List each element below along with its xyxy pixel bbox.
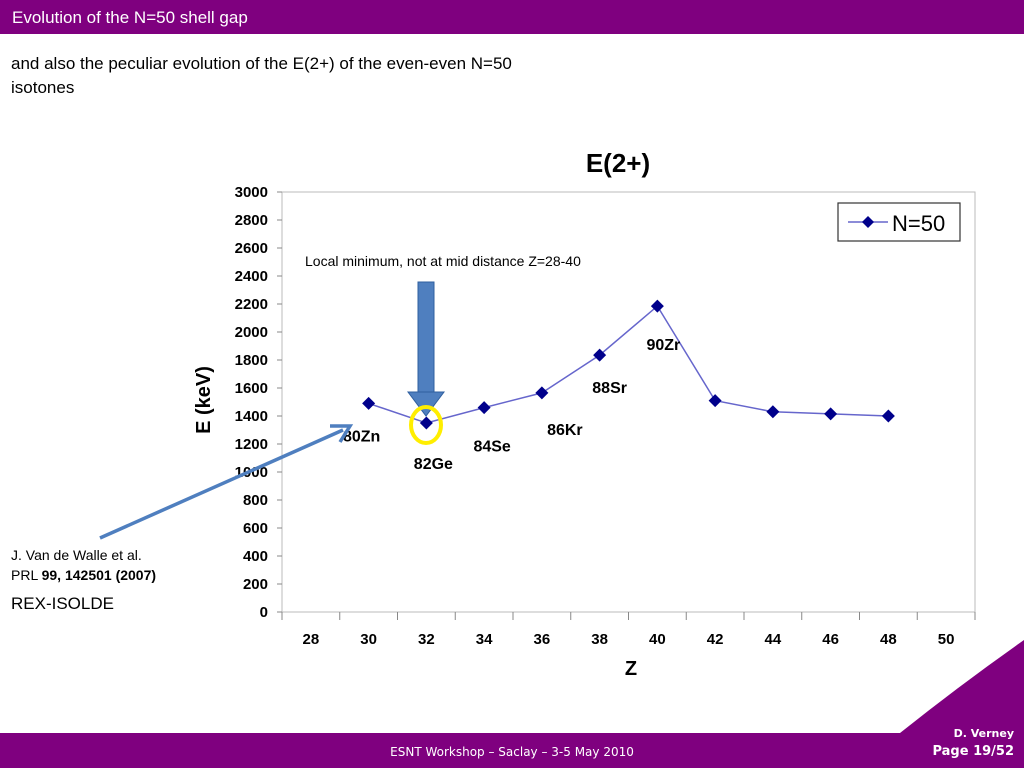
annotation-text: Local minimum, not at mid distance Z=28-… bbox=[305, 253, 581, 269]
x-tick-label: 30 bbox=[360, 631, 377, 648]
data-point bbox=[708, 394, 722, 408]
x-tick-label: 28 bbox=[303, 631, 320, 648]
series-line-n50 bbox=[368, 304, 889, 424]
y-tick-label: 200 bbox=[243, 576, 268, 593]
legend-label: N=50 bbox=[892, 211, 945, 236]
y-tick-label: 1800 bbox=[235, 352, 268, 369]
x-tick-label: 34 bbox=[476, 631, 493, 648]
point-label: 80Zn bbox=[343, 428, 380, 445]
y-tick-label: 1400 bbox=[235, 408, 268, 425]
point-labels: 80Zn 82Ge 84Se 86Kr 88Sr 90Zr bbox=[343, 337, 680, 473]
data-point bbox=[650, 299, 664, 313]
x-axis-label: Z bbox=[625, 658, 637, 680]
y-tick-label: 600 bbox=[243, 520, 268, 537]
reference-journal: PRL bbox=[11, 567, 38, 583]
x-tick-label: 44 bbox=[765, 631, 782, 648]
x-axis-ticks: 28 30 32 34 36 38 40 42 44 46 48 50 bbox=[281, 612, 976, 648]
point-label: 86Kr bbox=[547, 422, 583, 439]
data-point bbox=[477, 401, 491, 415]
y-tick-label: 2400 bbox=[235, 268, 268, 285]
x-tick-label: 38 bbox=[591, 631, 608, 648]
down-arrow bbox=[407, 281, 445, 417]
footer-author: D. Verney bbox=[953, 727, 1014, 740]
y-tick-label: 2200 bbox=[235, 296, 268, 313]
data-point bbox=[593, 348, 607, 362]
reference-citation: PRL 99, 142501 (2007) bbox=[11, 565, 156, 585]
reference-details: 99, 142501 (2007) bbox=[41, 567, 157, 583]
y-tick-label: 3000 bbox=[235, 184, 268, 201]
page-number: Page 19/52 bbox=[932, 744, 1014, 759]
data-point bbox=[766, 405, 780, 419]
data-point bbox=[824, 407, 838, 421]
reference-arrow bbox=[99, 424, 354, 540]
point-label: 88Sr bbox=[592, 380, 627, 397]
corner-decoration bbox=[900, 640, 1024, 733]
x-tick-label: 42 bbox=[707, 631, 724, 648]
highlight-circle bbox=[409, 405, 443, 445]
legend-marker bbox=[862, 216, 874, 228]
y-tick-label: 800 bbox=[243, 492, 268, 509]
point-label: 82Ge bbox=[414, 456, 453, 473]
series-points bbox=[362, 299, 895, 430]
y-tick-label: 0 bbox=[260, 604, 268, 621]
y-axis-label: E (keV) bbox=[193, 366, 215, 434]
footer-workshop: ESNT Workshop – Saclay – 3-5 May 2010 bbox=[390, 745, 634, 759]
x-tick-label: 36 bbox=[534, 631, 551, 648]
y-tick-label: 1600 bbox=[235, 380, 268, 397]
chart-title: E(2+) bbox=[586, 148, 650, 178]
y-tick-label: 1200 bbox=[235, 436, 268, 453]
facility-label: REX-ISOLDE bbox=[11, 594, 114, 613]
slide-title: Evolution of the N=50 shell gap bbox=[12, 8, 248, 27]
x-tick-label: 50 bbox=[938, 631, 955, 648]
x-tick-label: 40 bbox=[649, 631, 666, 648]
x-tick-label: 32 bbox=[418, 631, 435, 648]
x-tick-label: 48 bbox=[880, 631, 897, 648]
data-point bbox=[881, 409, 895, 423]
reference-authors: J. Van de Walle et al. bbox=[11, 547, 142, 563]
data-point bbox=[535, 386, 549, 400]
reference: J. Van de Walle et al. PRL 99, 142501 (2… bbox=[11, 545, 156, 585]
point-label: 84Se bbox=[473, 439, 510, 456]
y-tick-label: 400 bbox=[243, 548, 268, 565]
data-point bbox=[362, 396, 376, 410]
y-tick-label: 2600 bbox=[235, 240, 268, 257]
title-bar bbox=[0, 0, 1024, 34]
x-tick-label: 46 bbox=[822, 631, 839, 648]
data-point bbox=[419, 416, 433, 430]
y-axis-ticks: 0200400600800100012001400160018002000220… bbox=[235, 184, 282, 621]
y-tick-label: 2000 bbox=[235, 324, 268, 341]
y-tick-label: 2800 bbox=[235, 212, 268, 229]
footer-bar bbox=[0, 733, 1024, 768]
point-label: 90Zr bbox=[646, 337, 680, 354]
intro-text: and also the peculiar evolution of the E… bbox=[11, 54, 512, 97]
